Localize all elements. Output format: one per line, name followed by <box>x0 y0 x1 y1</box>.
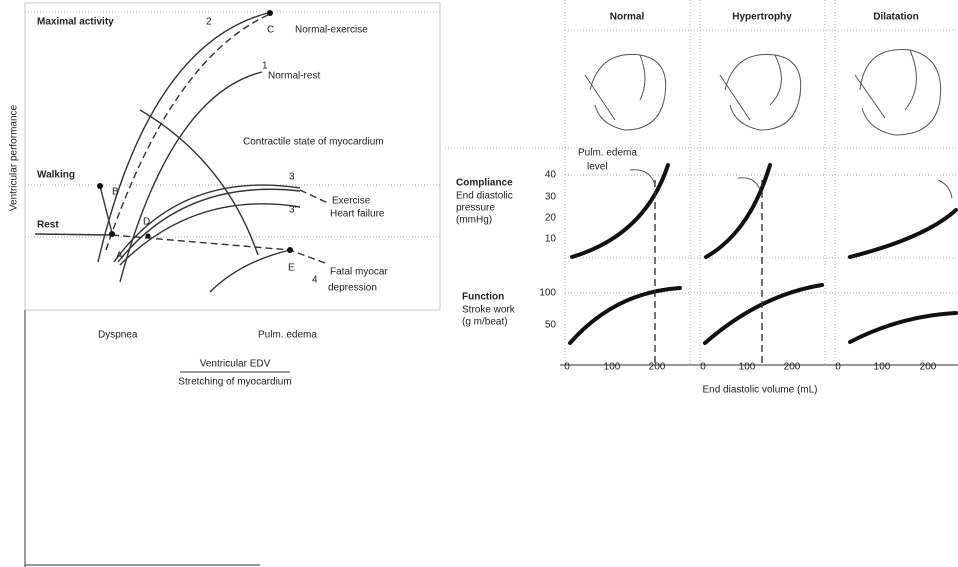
point-label: B <box>112 187 119 198</box>
row-text: (mmHg) <box>456 215 492 226</box>
x-tick-label: 200 <box>649 362 666 373</box>
curve-label: depression <box>328 283 377 294</box>
x-tick-label: 0 <box>835 362 841 373</box>
figure: Ventricular performance Maximal activity… <box>0 0 958 567</box>
x-marker: Dyspnea <box>98 330 138 341</box>
x-sublabel: Stretching of myocardium <box>178 377 291 388</box>
column-header: Normal <box>610 12 645 23</box>
tick-label: 100 <box>539 288 556 299</box>
x-tick-label: 0 <box>564 362 570 373</box>
x-label: Ventricular EDV <box>200 359 271 370</box>
curve-label: Heart failure <box>330 209 385 220</box>
x-marker: Pulm. edema <box>258 330 317 341</box>
row-text: Stroke work <box>462 305 516 316</box>
right-grid <box>445 0 958 365</box>
x-label: End diastolic volume (mL) <box>702 385 817 396</box>
annotation: level <box>587 162 608 173</box>
x-tick-label: 0 <box>700 362 706 373</box>
row-title: Function <box>462 292 504 303</box>
relation-curves <box>570 165 956 365</box>
curve-label: Contractile state of myocardium <box>243 137 384 148</box>
curve-label: Normal-rest <box>268 71 320 82</box>
panel-frame <box>25 3 440 310</box>
point-label: E <box>288 263 295 274</box>
label: Maximal activity <box>37 17 114 28</box>
x-tick-label: 100 <box>739 362 756 373</box>
row-text: pressure <box>456 203 495 214</box>
curve-label: Exercise <box>332 196 371 207</box>
curve-number: 3 <box>289 172 295 183</box>
left-curves <box>35 12 330 292</box>
label: Walking <box>37 170 75 181</box>
row-title: Compliance <box>456 178 513 189</box>
curve-number: 4 <box>312 275 318 286</box>
curve-label: Normal-exercise <box>295 25 368 36</box>
tick-label: 50 <box>545 320 557 331</box>
x-tick-label: 100 <box>874 362 891 373</box>
row-text: End diastolic <box>456 191 513 202</box>
x-tick-label: 100 <box>604 362 621 373</box>
point-label: C <box>267 25 274 36</box>
label: Rest <box>37 220 59 231</box>
column-header: Dilatation <box>873 12 919 23</box>
tick-label: 10 <box>545 234 557 245</box>
x-tick-label: 200 <box>784 362 801 373</box>
tick-label: 30 <box>545 192 557 203</box>
column-header: Hypertrophy <box>732 12 792 23</box>
y-label: Ventricular performance <box>9 104 20 211</box>
tick-label: 40 <box>545 170 557 181</box>
point-label: D <box>143 217 150 228</box>
points <box>97 10 293 253</box>
heart-sketches <box>585 50 941 136</box>
annotation: Pulm. edema <box>578 148 637 159</box>
curve-label: Fatal myocar <box>330 267 388 278</box>
tick-label: 20 <box>545 213 557 224</box>
x-tick-label: 200 <box>920 362 937 373</box>
curve-number: 2 <box>206 17 212 28</box>
row-text: (g m/beat) <box>462 317 508 328</box>
left-guides <box>25 12 440 237</box>
point-label: A <box>116 251 123 262</box>
curve-number: 3' <box>289 205 297 216</box>
